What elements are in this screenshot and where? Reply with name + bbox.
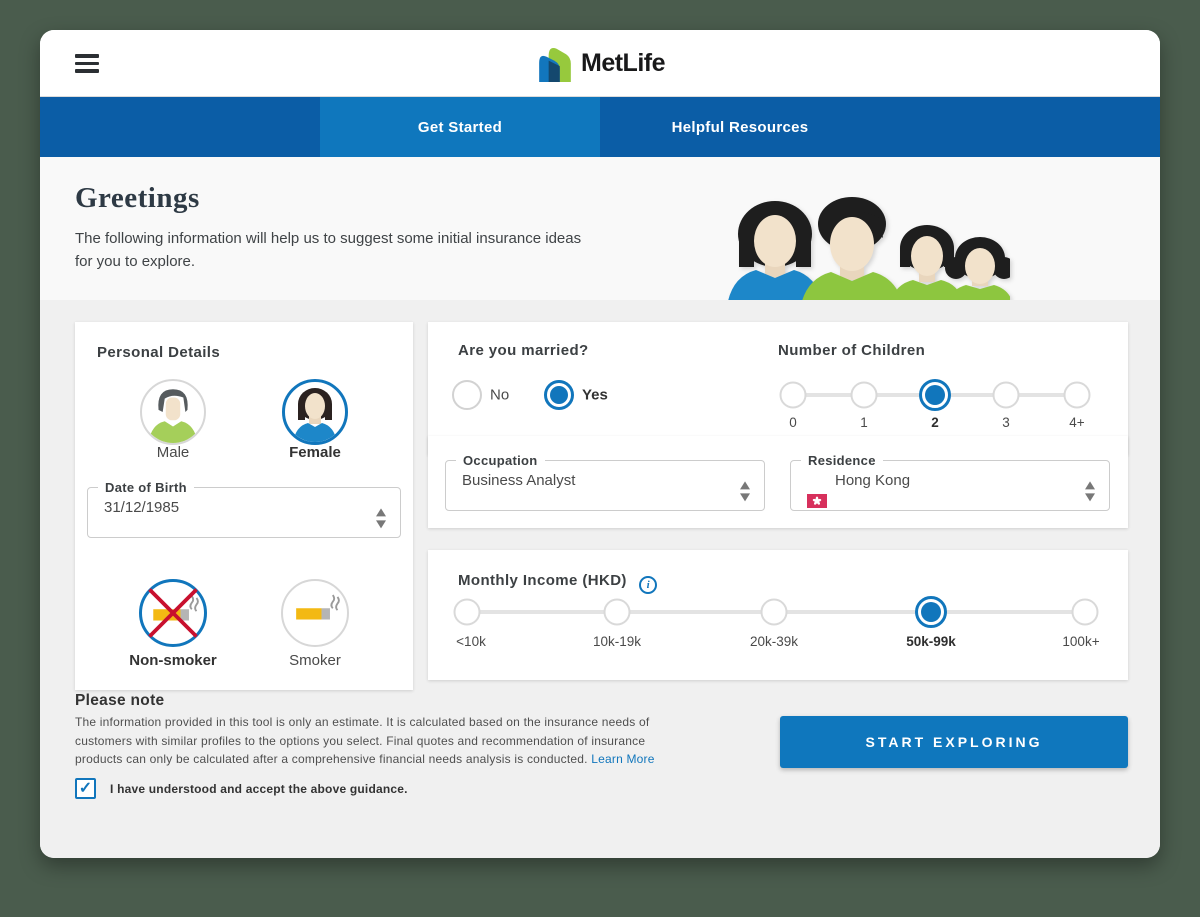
greeting-section: Greetings The following information will… [40,157,1160,300]
smoker-icon [296,594,340,620]
income-option-lt10k[interactable] [453,598,481,626]
occupation-field[interactable]: Occupation Business Analyst [445,453,765,511]
non-smoker-icon [148,588,199,638]
note-text: The information provided in this tool is… [75,715,650,766]
married-no-label[interactable]: No [490,386,510,404]
non-smoker-label: Non-smoker [129,652,217,669]
children-option-3[interactable] [992,381,1020,409]
children-label-4plus: 4+ [1069,415,1085,430]
children-option-0[interactable] [779,381,807,409]
stepper-up-icon[interactable] [1085,481,1095,490]
occupation-stepper[interactable] [740,481,750,502]
stepper-down-icon[interactable] [740,493,750,502]
app-window: MetLife Get Started Helpful Resources Gr… [40,30,1160,858]
note-body: The information provided in this tool is… [75,713,675,769]
income-option-100kplus[interactable] [1071,598,1099,626]
female-label: Female [289,444,341,461]
income-label-50k-99k: 50k-99k [906,634,956,649]
children-label-0: 0 [789,415,797,430]
married-yes-radio[interactable] [544,380,574,410]
income-label: Monthly Income (HKD) i [458,572,658,594]
stepper-up-icon[interactable] [740,481,750,490]
occupation-value[interactable]: Business Analyst [462,472,576,489]
married-question: Are you married? [458,342,589,359]
tab-get-started[interactable]: Get Started [320,97,600,157]
note-title: Please note [75,692,165,709]
children-label: Number of Children [778,342,926,359]
income-label-10k-19k: 10k-19k [592,634,642,649]
agree-label: I have understood and accept the above g… [110,781,408,796]
income-option-10k-19k[interactable] [603,598,631,626]
female-avatar-icon [293,388,337,442]
dob-label: Date of Birth [105,480,187,495]
children-label-3: 3 [1002,415,1010,430]
hong-kong-flag-icon [807,494,827,508]
smoker-option[interactable] [281,579,349,647]
gender-female-option[interactable] [282,379,348,445]
page-title: Greetings [75,182,200,214]
non-smoker-option[interactable] [139,579,207,647]
income-label-lt10k: <10k [456,634,486,649]
metlife-logo-icon [539,48,571,82]
smoker-label: Smoker [289,652,341,669]
income-option-50k-99k[interactable] [915,596,947,628]
children-option-4plus[interactable] [1063,381,1091,409]
children-label-2: 2 [931,415,939,430]
agree-checkbox[interactable]: ✓ [75,778,96,799]
children-label-1: 1 [860,415,868,430]
occupation-residence-panel: Occupation Business Analyst Residence Ho… [428,436,1128,528]
personal-details-title: Personal Details [97,344,221,361]
married-children-panel: Are you married? No Yes Number of Childr… [428,322,1128,455]
nav-bar: Get Started Helpful Resources [40,97,1160,157]
married-no-radio[interactable] [452,380,482,410]
checkmark-icon: ✓ [78,779,93,797]
personal-details-panel: Personal Details Male Fem [75,322,413,690]
income-panel: Monthly Income (HKD) i <10k 10k-19k 20k-… [428,550,1128,680]
logo-wordmark: MetLife [581,48,666,77]
greeting-description: The following information will help us t… [75,230,582,270]
gender-male-option[interactable] [140,379,206,445]
agreement-row: ✓ I have understood and accept the above… [75,778,408,799]
dob-value[interactable]: 31/12/1985 [104,499,180,516]
dob-stepper[interactable] [376,508,386,529]
nav-spacer [40,97,320,157]
stepper-down-icon[interactable] [376,520,386,529]
stepper-down-icon[interactable] [1085,493,1095,502]
male-avatar-icon [148,389,198,443]
income-label-20k-39k: 20k-39k [749,634,799,649]
family-illustration [728,197,1010,300]
children-option-2[interactable] [919,379,951,411]
residence-value[interactable]: Hong Kong [835,472,911,489]
income-label-text: Monthly Income (HKD) [458,572,627,589]
hamburger-menu-icon[interactable] [75,54,99,73]
dob-field[interactable]: Date of Birth 31/12/1985 [87,480,401,538]
income-option-20k-39k[interactable] [760,598,788,626]
residence-stepper[interactable] [1085,481,1095,502]
stepper-up-icon[interactable] [376,508,386,517]
start-exploring-button[interactable]: START EXPLORING [780,716,1128,768]
main-content: Personal Details Male Fem [40,300,1160,858]
tab-helpful-resources[interactable]: Helpful Resources [671,118,809,136]
married-yes-label[interactable]: Yes [582,386,608,404]
residence-field[interactable]: Residence Hong Kong [790,453,1110,511]
occupation-label: Occupation [463,453,538,468]
residence-label: Residence [808,453,876,468]
children-option-1[interactable] [850,381,878,409]
male-label: Male [156,444,190,461]
header: MetLife [40,30,1160,97]
income-label-100kplus: 100k+ [1062,634,1100,649]
metlife-logo: MetLife [535,44,666,82]
info-icon[interactable]: i [639,576,658,594]
learn-more-link[interactable]: Learn More [591,752,655,766]
